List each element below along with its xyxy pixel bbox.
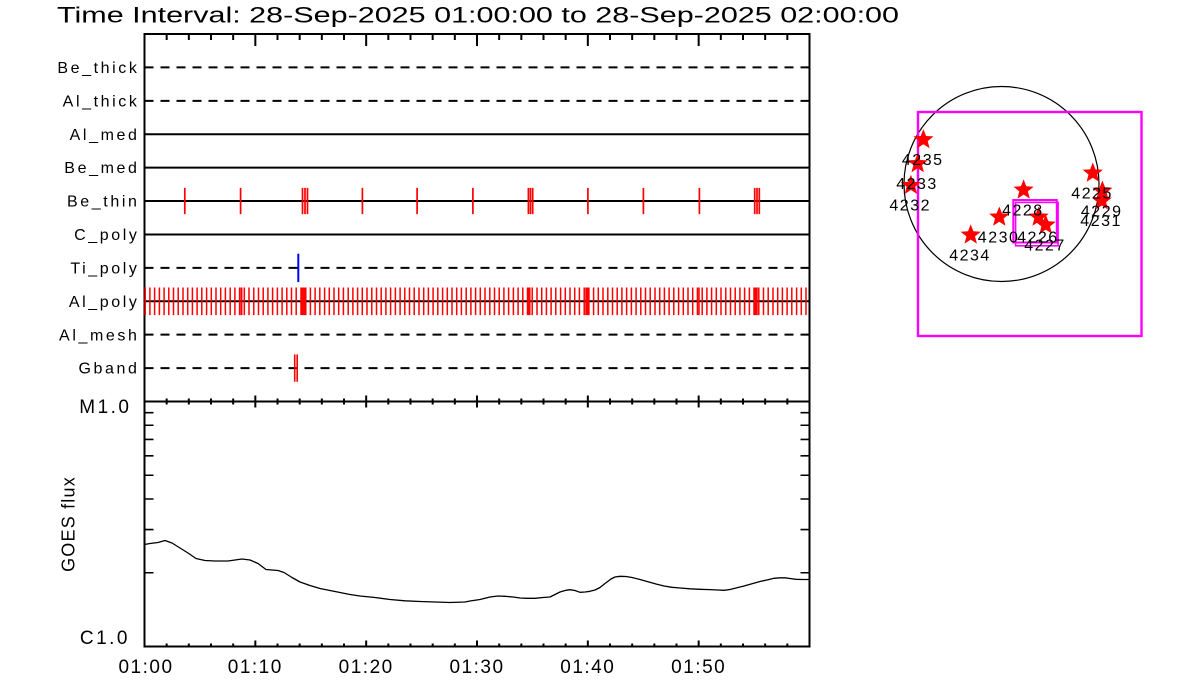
svg-text:4233: 4233 (896, 176, 938, 193)
svg-text:Be_thin: Be_thin (67, 194, 139, 211)
svg-text:C_poly: C_poly (74, 227, 139, 244)
svg-text:4234: 4234 (949, 247, 991, 264)
svg-text:Gband: Gband (78, 361, 139, 378)
svg-text:01:50: 01:50 (671, 657, 726, 678)
svg-text:4230: 4230 (978, 229, 1020, 246)
svg-text:4232: 4232 (889, 198, 931, 215)
svg-text:Be_med: Be_med (64, 160, 139, 177)
svg-text:01:30: 01:30 (449, 657, 504, 678)
svg-text:4225: 4225 (1071, 185, 1113, 202)
svg-text:01:40: 01:40 (560, 657, 615, 678)
svg-text:01:10: 01:10 (228, 657, 283, 678)
svg-text:Ti_poly: Ti_poly (70, 260, 139, 277)
svg-text:01:00: 01:00 (118, 657, 173, 678)
svg-text:Be_thick: Be_thick (57, 60, 139, 77)
svg-text:4235: 4235 (902, 152, 944, 169)
svg-text:Al_thick: Al_thick (63, 93, 140, 110)
svg-text:Time Interval: 28-Sep-2025 01:: Time Interval: 28-Sep-2025 01:00:00 to 2… (57, 3, 899, 28)
svg-text:4226: 4226 (1017, 229, 1059, 246)
svg-text:Al_med: Al_med (70, 127, 140, 144)
svg-text:4228: 4228 (1002, 202, 1044, 219)
svg-text:01:20: 01:20 (339, 657, 394, 678)
svg-text:M1.0: M1.0 (79, 397, 131, 418)
svg-text:4229: 4229 (1081, 203, 1123, 220)
svg-text:4227: 4227 (1024, 237, 1066, 254)
svg-text:GOES flux: GOES flux (59, 476, 79, 572)
svg-text:Al_mesh: Al_mesh (59, 327, 139, 344)
svg-text:Al_poly: Al_poly (69, 294, 140, 311)
svg-text:C1.0: C1.0 (80, 628, 130, 649)
svg-text:4231: 4231 (1080, 213, 1122, 230)
